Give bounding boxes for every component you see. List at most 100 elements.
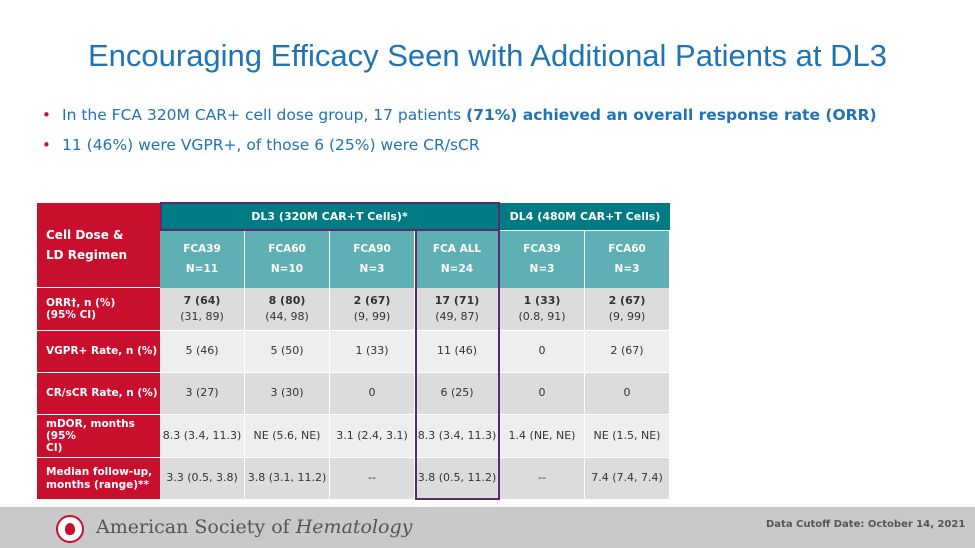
cell-value: (44, 98)	[265, 310, 309, 323]
table-cell: 8.3 (3.4, 11.3)	[160, 415, 245, 458]
cell-value: 0	[623, 386, 631, 400]
row-label-line: months (range)**	[46, 478, 149, 491]
row-label-line: mDOR, months (95%	[46, 417, 135, 442]
group-header-dl4: DL4 (480M CAR+T Cells)	[500, 203, 670, 230]
table-cell: 2 (67) (9, 99)	[330, 288, 415, 331]
table-cell: 3 (27)	[160, 373, 245, 415]
corner-label-line: Cell Dose &	[46, 227, 124, 242]
cell-value: 3.8 (3.1, 11.2)	[247, 471, 327, 485]
cell-value: 0	[538, 386, 546, 400]
cell-value: (9, 99)	[353, 310, 391, 323]
table-cell: 3.1 (2.4, 3.1)	[330, 415, 415, 458]
column-header: FCA60 N=10	[245, 230, 330, 288]
table-cell: 7.4 (7.4, 7.4)	[585, 458, 670, 500]
table-cell: 3.3 (0.5, 3.8)	[160, 458, 245, 500]
column-n: N=24	[440, 262, 474, 275]
cell-value: --	[538, 471, 546, 485]
table-cell: 3 (30)	[245, 373, 330, 415]
cell-value: 1.4 (NE, NE)	[508, 428, 576, 442]
column-header: FCA39 N=3	[500, 230, 585, 288]
cell-value: 0	[538, 344, 546, 358]
cell-value: 5 (50)	[270, 344, 304, 358]
corner-label: Cell Dose & LD Regimen	[37, 203, 160, 288]
cell-value: (49, 87)	[435, 310, 479, 323]
ash-logo-icon	[56, 515, 84, 543]
table-cell: 5 (50)	[245, 331, 330, 373]
bullet-marker: •	[42, 106, 51, 124]
cell-value: --	[368, 471, 376, 485]
column-n: N=3	[359, 262, 385, 275]
footer-bar	[0, 507, 975, 548]
bullet-text: 11 (46%) were VGPR+, of those 6 (25%) we…	[62, 136, 480, 154]
cell-value: 3 (30)	[270, 386, 304, 400]
cell-value: 3 (27)	[185, 386, 219, 400]
column-n: N=3	[614, 262, 640, 275]
cell-value: 5 (46)	[185, 344, 219, 358]
table-cell: 8.3 (3.4, 11.3)	[415, 415, 500, 458]
cell-value: 1 (33)	[523, 293, 561, 307]
column-n: N=10	[270, 262, 304, 275]
column-header: FCA60 N=3	[585, 230, 670, 288]
cell-value: 1 (33)	[355, 344, 389, 358]
column-name: FCA39	[183, 242, 221, 255]
cell-value: (9, 99)	[608, 310, 646, 323]
row-label: CR/sCR Rate, n (%)	[37, 373, 160, 415]
table-cell: 3.8 (0.5, 11.2)	[415, 458, 500, 500]
bullet-text: In the FCA 320M CAR+ cell dose group, 17…	[62, 106, 877, 124]
cell-value: 17 (71)	[434, 293, 480, 307]
table-cell: 0	[585, 373, 670, 415]
column-name: FCA60	[608, 242, 646, 255]
data-cutoff-date: Data Cutoff Date: October 14, 2021	[766, 519, 966, 530]
cell-value: 3.3 (0.5, 3.8)	[166, 471, 238, 485]
table-cell: 1 (33)	[330, 331, 415, 373]
cell-value: 6 (25)	[440, 386, 474, 400]
bullet-list: • In the FCA 320M CAR+ cell dose group, …	[42, 100, 877, 160]
slide-title: Encouraging Efficacy Seen with Additiona…	[87, 38, 888, 73]
bullet-item: • 11 (46%) were VGPR+, of those 6 (25%) …	[42, 130, 877, 160]
table-cell: 0	[500, 373, 585, 415]
cell-value: NE (1.5, NE)	[593, 428, 661, 442]
row-label: Median follow-up, months (range)**	[37, 458, 160, 500]
row-label-line: CI)	[46, 442, 63, 455]
table-cell: 11 (46)	[415, 331, 500, 373]
table-cell: NE (5.6, NE)	[245, 415, 330, 458]
row-label-line: (95% CI)	[46, 309, 96, 321]
table-cell: 2 (67)	[585, 331, 670, 373]
bullet-marker: •	[42, 136, 51, 154]
cell-value: NE (5.6, NE)	[253, 428, 321, 442]
table-cell: 5 (46)	[160, 331, 245, 373]
row-label-line: Median follow-up,	[46, 466, 153, 479]
table-cell: 0	[330, 373, 415, 415]
table-cell: --	[330, 458, 415, 500]
table-cell: 1.4 (NE, NE)	[500, 415, 585, 458]
cell-value: 2 (67)	[353, 293, 391, 307]
cell-value: 3.1 (2.4, 3.1)	[336, 428, 408, 442]
row-label: VGPR+ Rate, n (%)	[37, 331, 160, 373]
table-cell: 7 (64) (31, 89)	[160, 288, 245, 331]
row-label-line: VGPR+ Rate, n (%)	[46, 345, 158, 358]
cell-value: 8.3 (3.4, 11.3)	[162, 428, 242, 442]
organization-name: American Society of Hematology	[96, 516, 413, 538]
column-n: N=3	[529, 262, 555, 275]
column-name: FCA ALL	[432, 242, 482, 255]
row-label: ORR†, n (%) (95% CI)	[37, 288, 160, 331]
cell-value: 8 (80)	[268, 293, 306, 307]
cell-value: 0	[368, 386, 376, 400]
table-cell: 1 (33) (0.8, 91)	[500, 288, 585, 331]
row-label-line: ORR†, n (%)	[46, 296, 116, 309]
corner-label-line: LD Regimen	[46, 248, 128, 262]
column-name: FCA90	[353, 242, 391, 255]
column-header: FCA ALL N=24	[415, 230, 500, 288]
cell-value: 2 (67)	[608, 293, 646, 307]
cell-value: 8.3 (3.4, 11.3)	[417, 428, 497, 442]
group-header-dl3: DL3 (320M CAR+T Cells)*	[160, 203, 500, 230]
table-cell: 8 (80) (44, 98)	[245, 288, 330, 331]
column-name: FCA39	[523, 242, 561, 255]
cell-value: (0.8, 91)	[518, 310, 566, 323]
table-cell: 6 (25)	[415, 373, 500, 415]
cell-value: (31, 89)	[180, 310, 224, 323]
column-header: FCA39 N=11	[160, 230, 245, 288]
cell-value: 7 (64)	[183, 293, 221, 307]
table-cell: --	[500, 458, 585, 500]
row-label: mDOR, months (95% CI)	[37, 415, 160, 458]
